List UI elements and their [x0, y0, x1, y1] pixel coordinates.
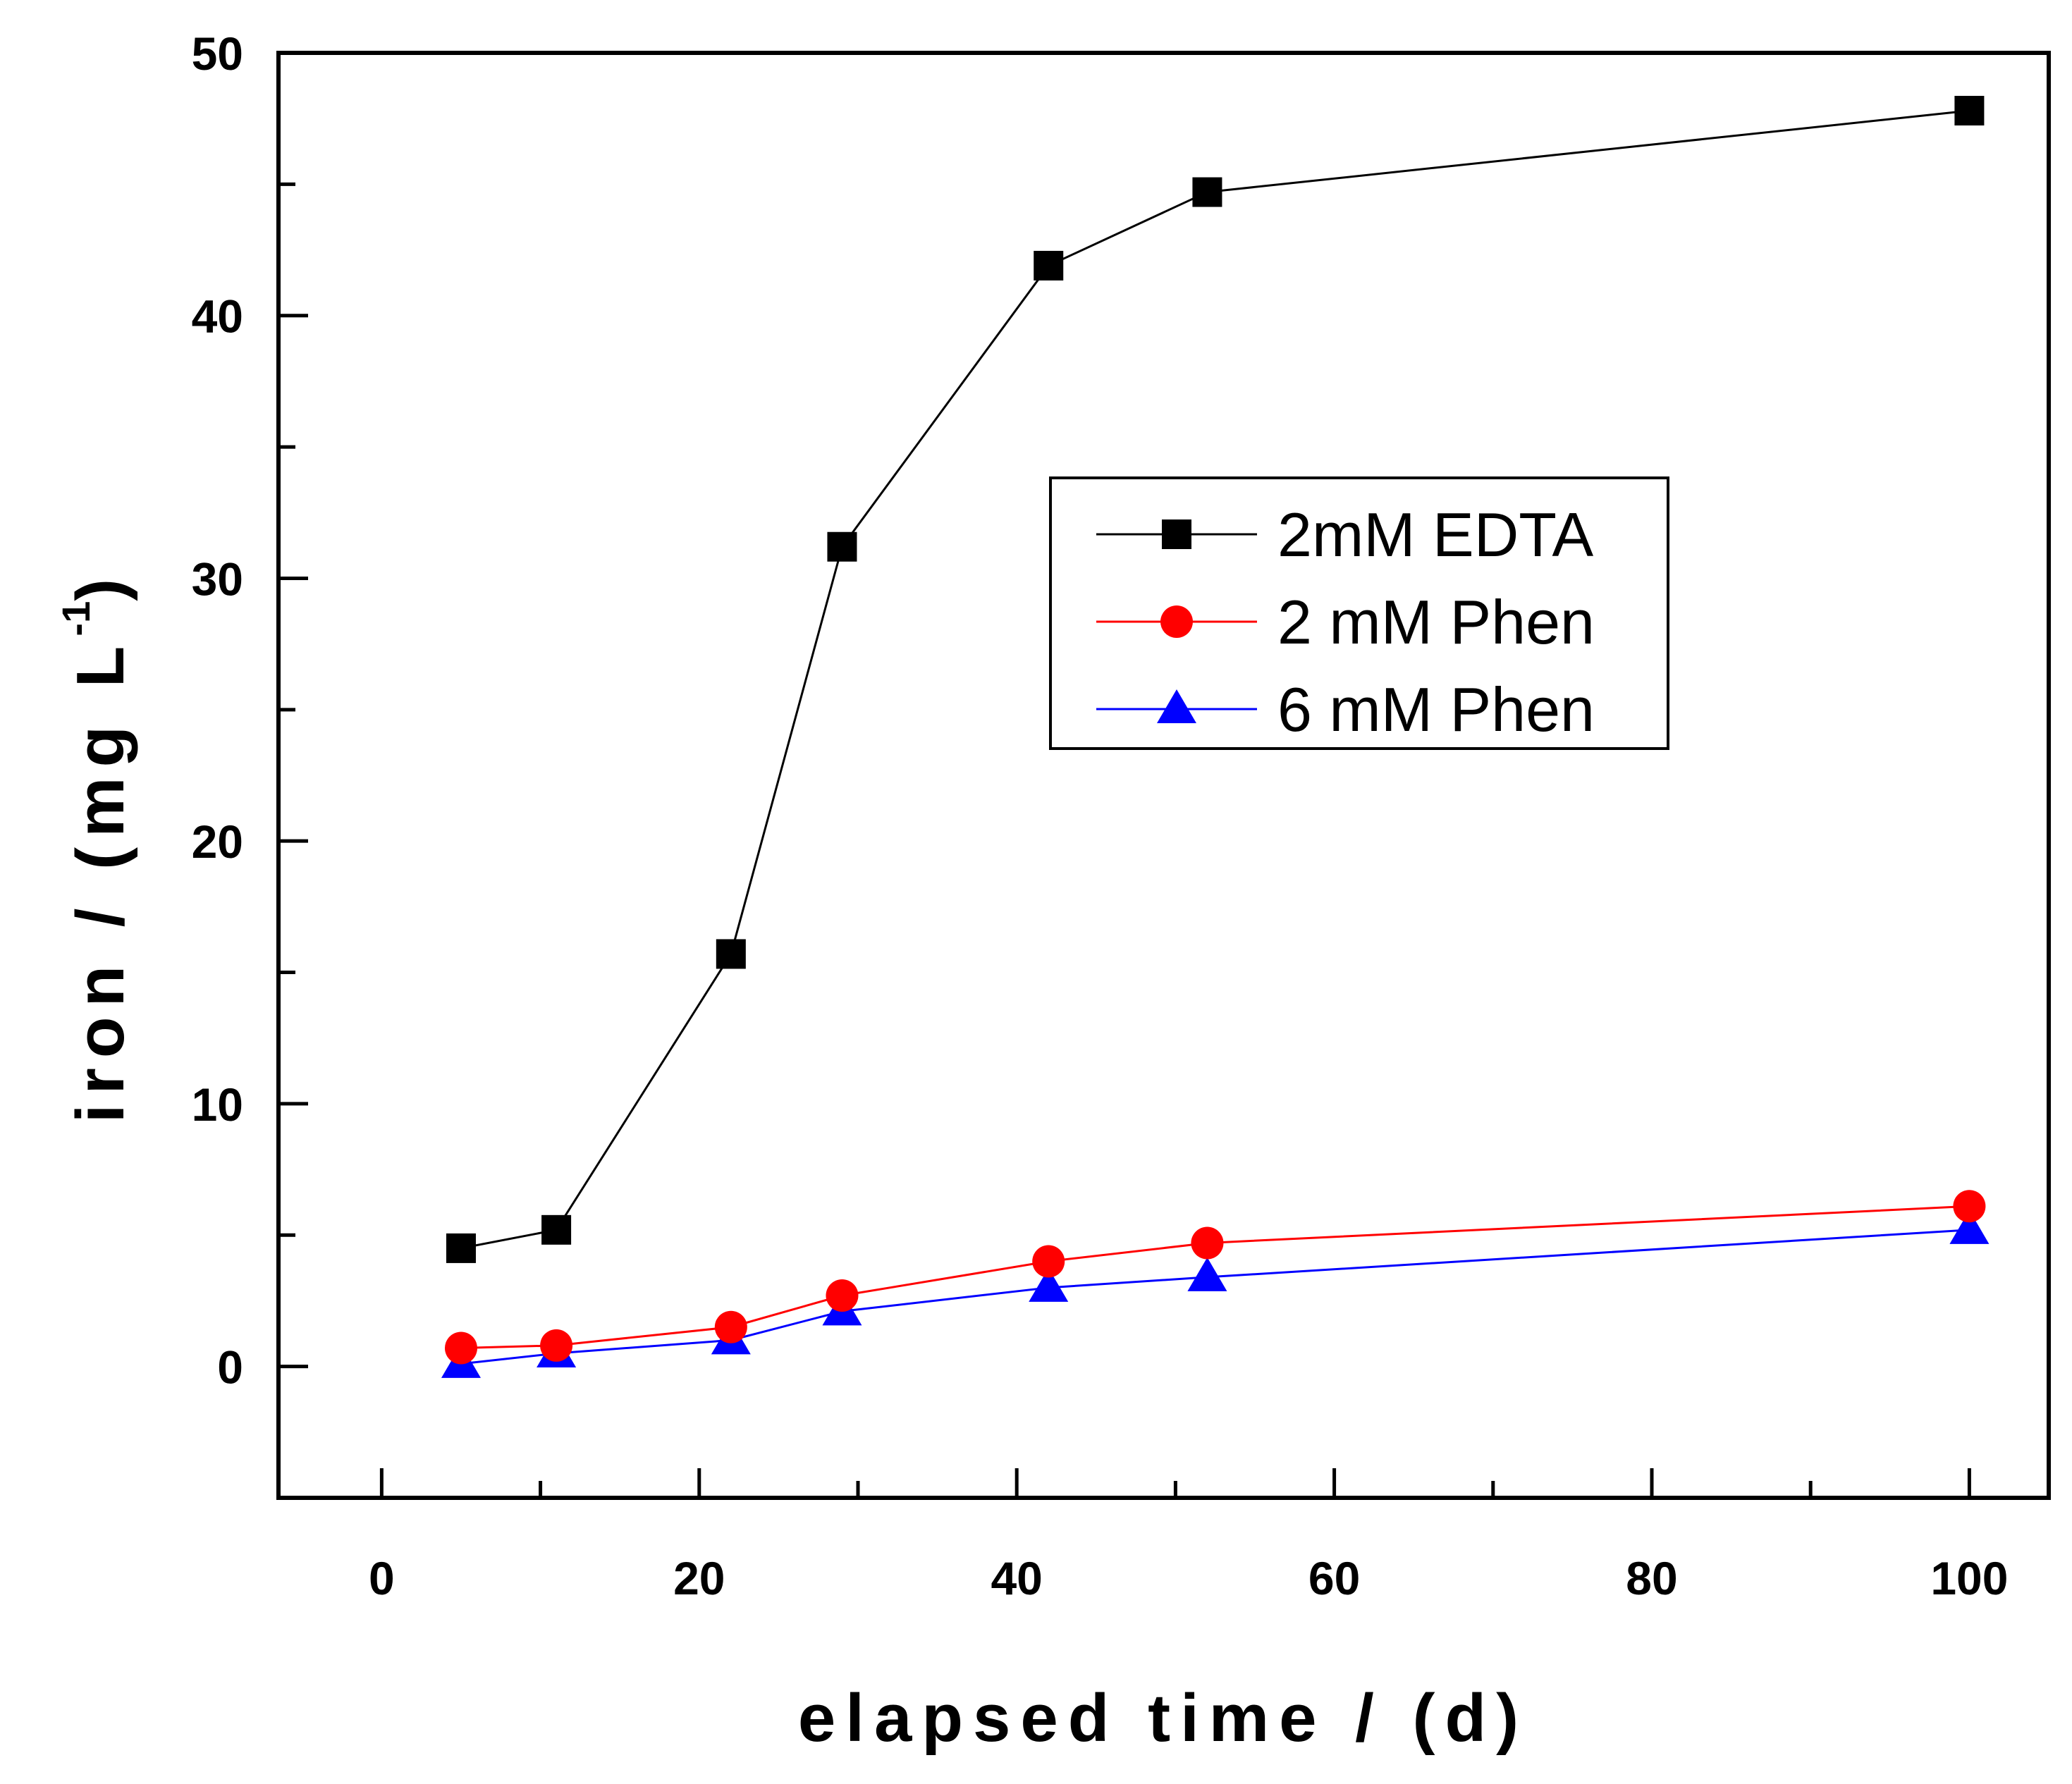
y-tick-label: 10: [192, 1078, 243, 1131]
y-axis: 0 10 20 30 40 50: [192, 27, 308, 1500]
data-point: [1034, 250, 1064, 281]
data-point: [826, 1279, 859, 1312]
data-point: [1187, 1257, 1227, 1291]
svg-text:iron / (mg L-1): iron / (mg L-1): [54, 569, 138, 1123]
legend-entry: 6 mM Phen: [1096, 675, 1595, 744]
legend-marker: [1157, 689, 1196, 723]
y-axis-title-main: iron / (mg L: [63, 636, 138, 1124]
legend-box: [1049, 476, 1669, 750]
x-tick-label: 0: [369, 1552, 395, 1604]
plot-area-frame: [276, 51, 2051, 1500]
data-point: [1953, 1190, 1986, 1223]
legend-marker: [1162, 519, 1191, 549]
series-2-mm-phen: [444, 1190, 1986, 1365]
x-axis-title: elapsed time / (d): [798, 1680, 1528, 1756]
y-tick-label: 20: [192, 816, 243, 868]
x-tick-label: 80: [1626, 1552, 1677, 1604]
y-axis-title-close: ): [63, 569, 138, 601]
x-axis: 0 20 40 60 80 100: [369, 1468, 2008, 1604]
legend-entry: 2mM EDTA: [1096, 500, 1593, 570]
data-point: [1954, 96, 1985, 125]
data-point: [540, 1329, 573, 1362]
data-point: [1192, 177, 1222, 207]
data-point: [444, 1331, 477, 1365]
legend-label: 2mM EDTA: [1277, 500, 1593, 570]
legend-marker: [1160, 605, 1193, 638]
y-tick-label: 50: [192, 27, 243, 80]
data-point: [714, 1310, 747, 1343]
data-point: [716, 939, 746, 969]
y-axis-title-superscript: -1: [54, 601, 98, 636]
x-tick-label: 40: [991, 1552, 1042, 1604]
x-tick-label: 100: [1930, 1552, 2008, 1604]
x-tick-label: 20: [673, 1552, 725, 1604]
legend: 2mM EDTA 2 mM Phen 6 mM Phen: [1049, 476, 1669, 750]
legend-label: 2 mM Phen: [1277, 587, 1595, 657]
legend-entry: 2 mM Phen: [1096, 587, 1595, 657]
data-point: [1029, 1267, 1069, 1302]
y-tick-label: 0: [217, 1341, 243, 1394]
legend-label: 6 mM Phen: [1277, 675, 1595, 744]
data-point: [1191, 1226, 1224, 1260]
y-tick-label: 30: [192, 553, 243, 605]
x-tick-label: 60: [1308, 1552, 1360, 1604]
data-point: [541, 1214, 572, 1245]
series-layer: [441, 96, 1990, 1378]
data-point: [1949, 1210, 1990, 1244]
data-point: [827, 531, 857, 562]
data-point: [446, 1233, 476, 1263]
y-tick-label: 40: [192, 290, 243, 343]
data-point: [1032, 1245, 1065, 1278]
y-axis-title: iron / (mg L-1): [54, 569, 138, 1123]
series-2mm-edta: [446, 96, 1985, 1263]
